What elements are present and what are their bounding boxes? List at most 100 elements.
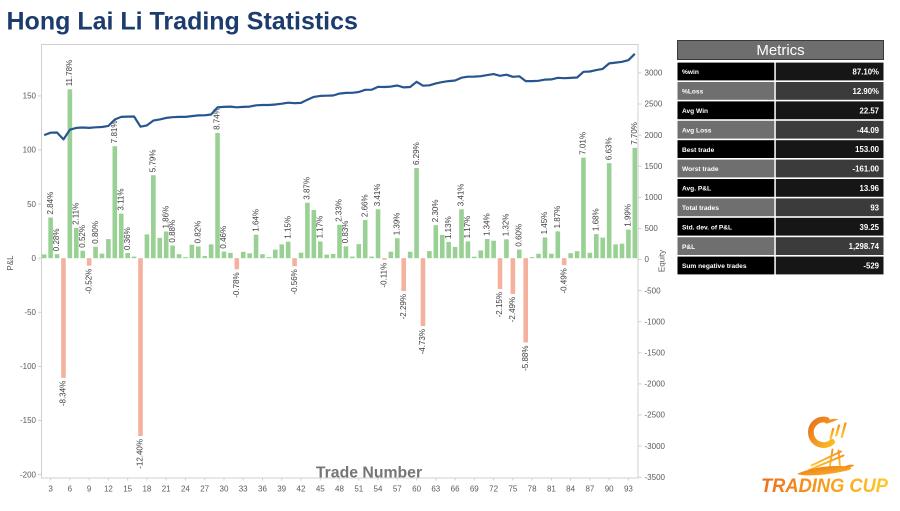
svg-text:3: 3 [48,485,53,494]
svg-text:7.70%: 7.70% [630,122,639,145]
svg-text:93: 93 [870,203,879,212]
svg-text:-0.49%: -0.49% [559,268,568,293]
svg-text:60: 60 [412,485,421,494]
svg-text:-161.00: -161.00 [853,165,880,174]
svg-text:1.32%: 1.32% [502,214,511,237]
svg-text:8.74%: 8.74% [213,107,222,130]
svg-text:0.83%: 0.83% [341,221,350,244]
svg-text:3.11%: 3.11% [116,189,125,211]
svg-text:7.01%: 7.01% [579,132,588,155]
svg-text:Sum negative trades: Sum negative trades [682,263,747,270]
svg-text:P&L: P&L [682,244,695,251]
svg-text:2.84%: 2.84% [46,192,55,215]
svg-text:22.57: 22.57 [859,106,879,115]
svg-text:30: 30 [220,485,229,494]
svg-text:72: 72 [489,485,498,494]
svg-text:-0.78%: -0.78% [232,272,241,297]
svg-text:-500: -500 [645,286,662,295]
svg-text:-200: -200 [20,470,37,479]
svg-text:2500: 2500 [645,100,663,109]
svg-text:36: 36 [258,485,267,494]
svg-text:50: 50 [27,200,36,209]
svg-text:0.28%: 0.28% [52,229,61,252]
svg-text:7.81%: 7.81% [110,121,119,144]
svg-text:0.52%: 0.52% [78,225,87,248]
svg-text:Hong Lai Li Trading Statistics: Hong Lai Li Trading Statistics [7,8,358,36]
svg-text:90: 90 [605,485,614,494]
svg-text:0: 0 [645,255,650,264]
svg-text:-44.09: -44.09 [857,126,880,135]
svg-text:-2.29%: -2.29% [399,294,408,319]
svg-text:81: 81 [547,485,556,494]
svg-text:-100: -100 [20,362,37,371]
svg-text:Avg. P&L: Avg. P&L [682,186,711,193]
svg-text:P&L: P&L [6,255,15,271]
svg-text:500: 500 [645,224,659,233]
svg-text:27: 27 [200,485,209,494]
svg-text:66: 66 [451,485,460,494]
svg-text:2.30%: 2.30% [431,200,440,223]
svg-text:1.17%: 1.17% [463,216,472,239]
svg-text:2000: 2000 [645,131,663,140]
svg-text:Metrics: Metrics [756,42,804,59]
svg-text:2.33%: 2.33% [335,199,344,222]
svg-text:0: 0 [32,254,37,263]
svg-text:57: 57 [393,485,402,494]
svg-text:Avg Win: Avg Win [682,108,708,115]
svg-text:Std. dev. of P&L: Std. dev. of P&L [682,224,732,231]
svg-text:33: 33 [239,485,248,494]
svg-text:48: 48 [335,485,344,494]
svg-text:-12.40%: -12.40% [136,439,145,469]
svg-text:13.96: 13.96 [859,184,879,193]
svg-text:-150: -150 [20,416,37,425]
svg-text:87: 87 [585,485,594,494]
svg-text:3.41%: 3.41% [373,184,382,207]
svg-text:2.66%: 2.66% [360,194,369,217]
svg-text:-0.52%: -0.52% [84,269,93,294]
svg-text:-1500: -1500 [645,349,666,358]
svg-text:1.99%: 1.99% [624,204,633,227]
svg-text:18: 18 [142,485,151,494]
svg-text:Avg Loss: Avg Loss [682,127,712,134]
svg-text:54: 54 [374,485,383,494]
svg-text:1.45%: 1.45% [540,212,549,235]
svg-text:-0.11%: -0.11% [380,263,389,288]
svg-text:0.80%: 0.80% [91,221,100,244]
svg-text:12.90%: 12.90% [853,87,880,96]
svg-text:150: 150 [23,92,37,101]
svg-text:5.79%: 5.79% [149,150,158,173]
svg-text:3.41%: 3.41% [457,184,466,207]
svg-text:6: 6 [68,485,73,494]
svg-text:45: 45 [316,485,325,494]
svg-text:1500: 1500 [645,162,663,171]
svg-text:-3500: -3500 [645,473,666,482]
svg-text:-3000: -3000 [645,442,666,451]
svg-text:-0.56%: -0.56% [290,269,299,294]
svg-text:3000: 3000 [645,69,663,78]
svg-text:69: 69 [470,485,479,494]
svg-text:2.11%: 2.11% [72,203,81,225]
svg-text:39.25: 39.25 [859,223,879,232]
svg-text:84: 84 [566,485,575,494]
svg-text:1.17%: 1.17% [316,216,325,239]
svg-text:24: 24 [181,485,190,494]
svg-text:87.10%: 87.10% [853,68,880,77]
svg-text:%win: %win [682,69,699,76]
svg-text:-1000: -1000 [645,317,666,326]
svg-text:1.68%: 1.68% [592,208,601,231]
svg-text:39: 39 [277,485,286,494]
svg-text:1.87%: 1.87% [553,206,562,229]
svg-text:63: 63 [431,485,440,494]
svg-text:TRADING CUP: TRADING CUP [761,476,888,497]
svg-text:153.00: 153.00 [855,145,880,154]
svg-text:78: 78 [528,485,537,494]
svg-text:Trade Number: Trade Number [316,465,422,482]
svg-text:1.86%: 1.86% [161,206,170,229]
svg-text:Equity: Equity [658,250,667,272]
svg-text:%Loss: %Loss [682,89,704,96]
svg-text:0.88%: 0.88% [168,220,177,243]
svg-text:0.46%: 0.46% [219,226,228,249]
svg-text:Best trade: Best trade [682,147,715,154]
svg-text:0.82%: 0.82% [194,221,203,244]
svg-text:1.15%: 1.15% [283,216,292,239]
